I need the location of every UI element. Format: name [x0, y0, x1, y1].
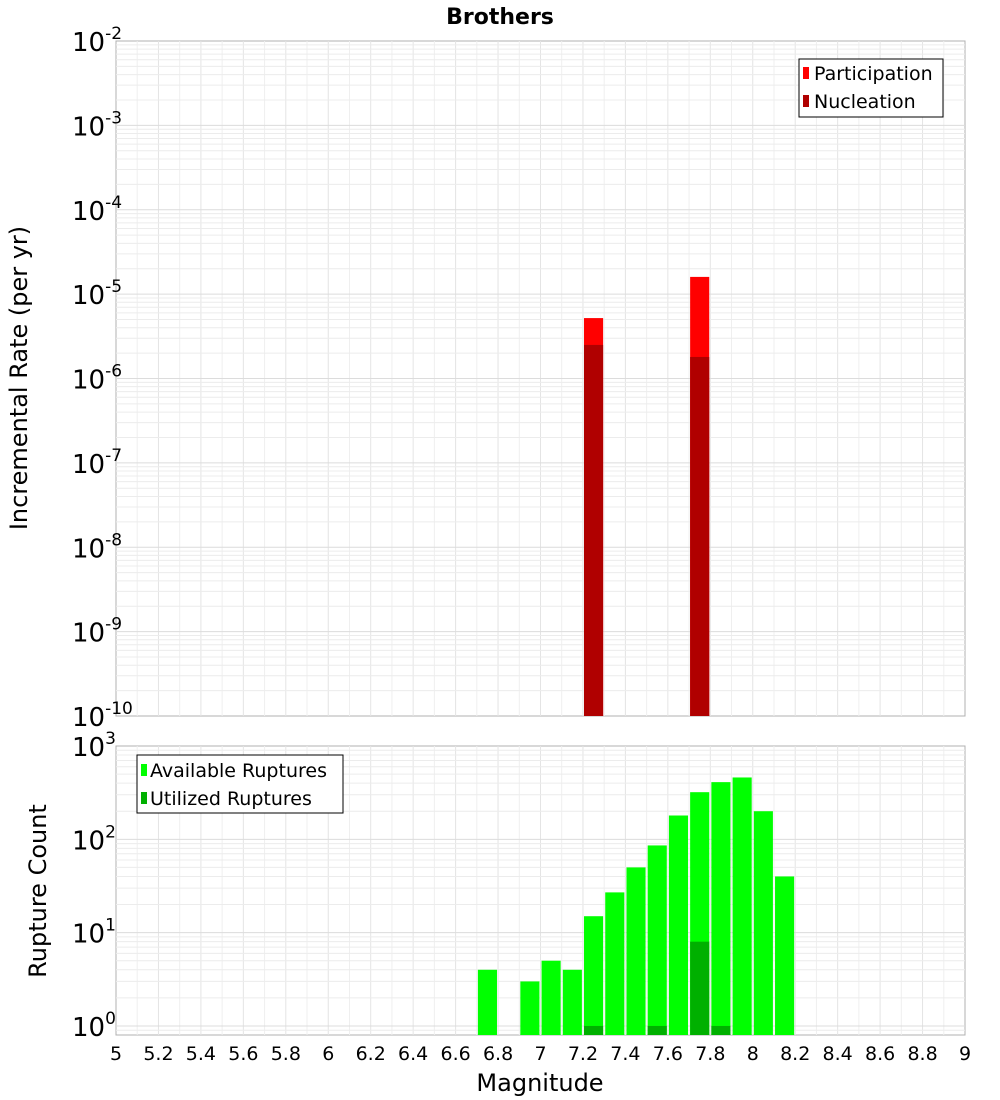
count-y-axis-label: Rupture Count	[24, 804, 52, 978]
utilized-ruptures-legend-swatch	[141, 792, 147, 804]
count-y-tick-label: 101	[72, 916, 116, 950]
count-bar-available-ruptures	[711, 782, 731, 1035]
count-bar-available-ruptures	[605, 892, 625, 1035]
x-tick-label: 8.2	[780, 1043, 810, 1065]
count-y-tick-label: 100	[72, 1009, 116, 1043]
x-tick-label: 6	[322, 1043, 334, 1065]
x-tick-label: 6.6	[440, 1043, 470, 1065]
rate-bar-nucleation	[584, 344, 604, 716]
count-bar-available-ruptures	[775, 876, 795, 1035]
x-tick-label: 6.4	[398, 1043, 428, 1065]
x-tick-label: 6.8	[483, 1043, 513, 1065]
rate-y-tick-label: 10-3	[72, 108, 122, 142]
x-tick-label: 8.4	[823, 1043, 853, 1065]
rate-y-ticks: 10-10 10-9 10-8 10-7 10-6 10-5 10-4 10-3 10-2	[72, 24, 133, 733]
x-tick-label: 5.6	[228, 1043, 258, 1065]
x-axis-ticks: 5 5.2 5.4 5.6 5.8 6 6.2 6.4 6.6 6.8 7 7.2 7.4 7.6 7.8 8…	[110, 1043, 971, 1065]
count-bar-utilized-ruptures	[690, 941, 710, 1035]
rate-y-tick-label: 10-10	[72, 699, 133, 733]
rate-legend-box	[798, 58, 944, 118]
participation-legend-label: Participation	[814, 63, 933, 85]
rate-legend: Participation Nucleation	[798, 58, 944, 118]
x-tick-label: 8.6	[865, 1043, 895, 1065]
rate-bar-nucleation	[690, 356, 710, 716]
x-tick-label: 8	[747, 1043, 759, 1065]
utilized-ruptures-legend-label: Utilized Ruptures	[150, 788, 312, 810]
count-y-tick-label: 102	[72, 822, 116, 856]
available-ruptures-legend-swatch	[141, 764, 147, 776]
rate-y-tick-label: 10-4	[72, 193, 122, 227]
available-ruptures-legend-label: Available Ruptures	[150, 760, 327, 782]
rate-y-tick-label: 10-9	[72, 615, 122, 649]
count-bar-available-ruptures	[668, 815, 689, 1035]
rate-y-tick-label: 10-2	[72, 24, 122, 58]
count-bar-available-ruptures	[584, 916, 604, 1035]
count-bar-available-ruptures	[541, 960, 561, 1035]
x-tick-label: 7.2	[568, 1043, 598, 1065]
count-bar-available-ruptures	[477, 969, 497, 1035]
count-bar-available-ruptures	[732, 777, 752, 1035]
count-bar-available-ruptures	[520, 981, 540, 1035]
x-axis-label: Magnitude	[476, 1069, 603, 1097]
x-tick-label: 7.6	[653, 1043, 683, 1065]
count-bars	[477, 777, 795, 1035]
rate-y-tick-label: 10-6	[72, 362, 122, 396]
count-bar-available-ruptures	[562, 969, 582, 1035]
count-bar-utilized-ruptures	[711, 1025, 731, 1035]
count-bar-available-ruptures	[753, 811, 773, 1035]
count-y-ticks: 100 101 102 103	[72, 729, 116, 1043]
x-tick-label: 7.8	[695, 1043, 725, 1065]
count-bar-available-ruptures	[647, 845, 667, 1035]
count-bar-utilized-ruptures	[647, 1025, 667, 1035]
x-tick-label: 5.4	[186, 1043, 216, 1065]
rate-y-tick-label: 10-7	[72, 446, 122, 480]
x-tick-label: 7.4	[610, 1043, 640, 1065]
x-tick-label: 6.2	[356, 1043, 386, 1065]
rate-bars	[584, 276, 710, 716]
participation-legend-swatch	[803, 67, 809, 79]
nucleation-legend-label: Nucleation	[814, 91, 916, 113]
rate-gridlines	[116, 41, 965, 716]
x-tick-label: 5	[110, 1043, 122, 1065]
count-bar-available-ruptures	[626, 867, 646, 1035]
x-tick-label: 5.8	[271, 1043, 301, 1065]
rate-y-axis-label: Incremental Rate (per yr)	[5, 226, 33, 530]
rate-y-tick-label: 10-8	[72, 530, 122, 564]
nucleation-legend-swatch	[803, 95, 809, 107]
count-legend: Available Ruptures Utilized Ruptures	[136, 754, 344, 814]
count-legend-box	[136, 754, 344, 814]
x-tick-label: 9	[959, 1043, 971, 1065]
x-tick-label: 7	[534, 1043, 546, 1065]
count-y-tick-label: 103	[72, 729, 116, 763]
chart-title: Brothers	[446, 5, 554, 30]
x-tick-label: 8.8	[907, 1043, 937, 1065]
rate-y-tick-label: 10-5	[72, 277, 122, 311]
count-bar-utilized-ruptures	[584, 1025, 604, 1035]
x-tick-label: 5.2	[143, 1043, 173, 1065]
